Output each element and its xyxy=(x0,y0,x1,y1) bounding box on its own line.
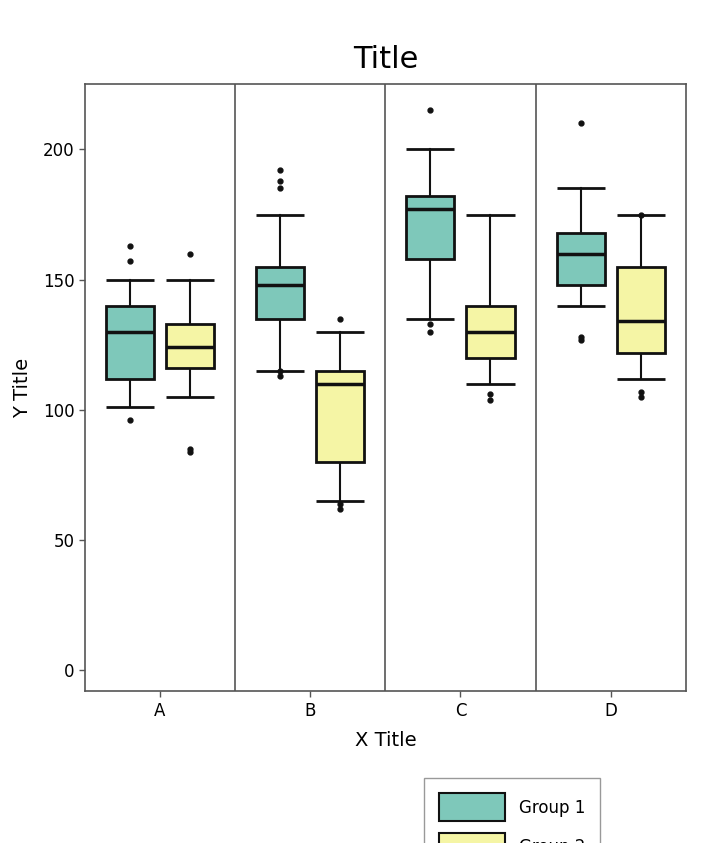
Bar xyxy=(166,324,214,368)
Bar xyxy=(256,266,304,319)
Title: Title: Title xyxy=(353,45,418,73)
Legend: Group 1, Group 2: Group 1, Group 2 xyxy=(423,778,600,843)
Bar xyxy=(617,266,665,352)
Bar xyxy=(407,196,455,259)
Bar xyxy=(467,306,515,357)
X-axis label: X Title: X Title xyxy=(354,731,416,749)
Bar xyxy=(316,371,364,462)
Y-axis label: Y Title: Y Title xyxy=(13,357,32,418)
Bar xyxy=(556,233,604,285)
Bar xyxy=(106,306,154,379)
